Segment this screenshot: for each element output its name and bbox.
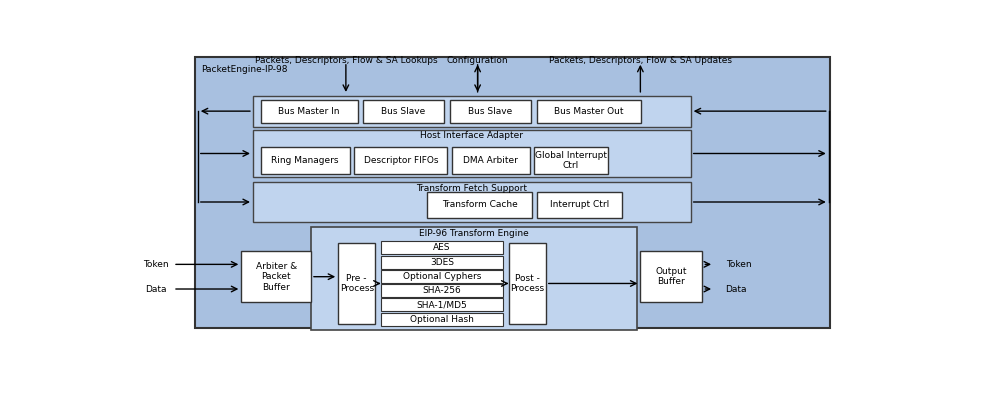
Text: Descriptor FIFOs: Descriptor FIFOs: [364, 156, 438, 165]
Text: DMA Arbiter: DMA Arbiter: [463, 156, 518, 165]
Bar: [381, 242, 503, 254]
Text: Bus Slave: Bus Slave: [381, 108, 426, 116]
Bar: [261, 146, 350, 174]
Text: Ring Managers: Ring Managers: [271, 156, 339, 165]
Bar: [253, 182, 691, 222]
Text: Data: Data: [145, 284, 167, 294]
Text: PacketEngine-IP-98: PacketEngine-IP-98: [201, 65, 287, 74]
Text: Packets, Descriptors, Flow & SA Lookups: Packets, Descriptors, Flow & SA Lookups: [255, 56, 437, 65]
Text: SHA-256: SHA-256: [423, 286, 461, 295]
Text: 3DES: 3DES: [430, 258, 454, 267]
Bar: [427, 192, 532, 218]
Bar: [450, 100, 531, 124]
Text: Token: Token: [143, 260, 169, 269]
Text: Configuration: Configuration: [447, 56, 508, 65]
Bar: [253, 130, 691, 177]
Text: Global Interrupt
Ctrl: Global Interrupt Ctrl: [535, 151, 607, 170]
Bar: [354, 146, 447, 174]
Bar: [640, 251, 702, 302]
Bar: [381, 256, 503, 269]
Text: Bus Master In: Bus Master In: [278, 108, 340, 116]
Text: Optional Hash: Optional Hash: [410, 314, 474, 324]
Bar: [363, 100, 444, 124]
Text: Interrupt Ctrl: Interrupt Ctrl: [550, 200, 609, 210]
Bar: [452, 146, 530, 174]
Text: Data: Data: [726, 284, 747, 294]
Text: Pre -
Process: Pre - Process: [340, 274, 374, 293]
Text: Arbiter &
Packet
Buffer: Arbiter & Packet Buffer: [256, 262, 297, 292]
Bar: [381, 284, 503, 297]
Bar: [195, 57, 830, 328]
Text: Post -
Process: Post - Process: [510, 274, 544, 293]
Text: Bus Slave: Bus Slave: [468, 108, 513, 116]
Bar: [253, 96, 691, 126]
Bar: [261, 100, 358, 124]
Text: Packets, Descriptors, Flow & SA Updates: Packets, Descriptors, Flow & SA Updates: [549, 56, 732, 65]
Text: Host Interface Adapter: Host Interface Adapter: [420, 131, 523, 140]
Bar: [534, 146, 608, 174]
Bar: [381, 298, 503, 311]
Bar: [338, 243, 375, 324]
Text: Transform Cache: Transform Cache: [442, 200, 517, 210]
Text: Output
Buffer: Output Buffer: [656, 267, 687, 286]
Bar: [381, 270, 503, 283]
Text: AES: AES: [433, 244, 451, 252]
Bar: [311, 227, 637, 330]
Text: Bus Master Out: Bus Master Out: [554, 108, 624, 116]
Bar: [381, 312, 503, 326]
Bar: [537, 100, 641, 124]
Text: Optional Cyphers: Optional Cyphers: [403, 272, 481, 281]
Text: EIP-96 Transform Engine: EIP-96 Transform Engine: [419, 229, 529, 238]
Bar: [509, 243, 546, 324]
Bar: [241, 251, 311, 302]
Bar: [537, 192, 622, 218]
Text: Transform Fetch Support: Transform Fetch Support: [416, 184, 527, 193]
Text: SHA-1/MD5: SHA-1/MD5: [417, 300, 467, 309]
Text: Token: Token: [726, 260, 751, 269]
